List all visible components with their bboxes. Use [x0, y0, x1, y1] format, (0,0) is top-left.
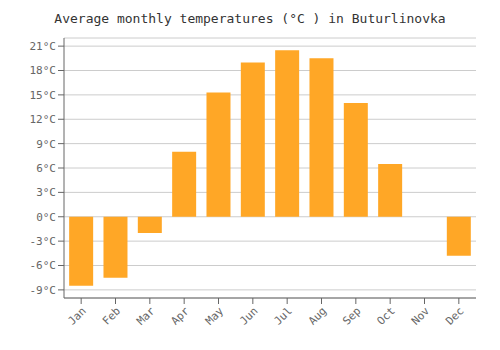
svg-text:0°C: 0°C	[36, 211, 56, 224]
svg-text:Sep: Sep	[340, 304, 363, 327]
svg-text:Nov: Nov	[409, 304, 433, 328]
svg-text:Jun: Jun	[237, 304, 260, 327]
svg-text:18°C: 18°C	[30, 64, 57, 77]
svg-text:Mar: Mar	[134, 304, 158, 328]
svg-text:15°C: 15°C	[30, 89, 57, 102]
html-text:Average monthly temperatures (: Average monthly temperatures (°C ) in Bu…	[54, 11, 446, 26]
svg-text:9°C: 9°C	[36, 138, 56, 151]
svg-text:Aug: Aug	[306, 304, 329, 327]
svg-text:6°C: 6°C	[36, 162, 56, 175]
svg-text:12°C: 12°C	[30, 113, 57, 126]
svg-text:-3°C: -3°C	[30, 235, 57, 248]
svg-text:Oct: Oct	[375, 304, 398, 327]
svg-text:-6°C: -6°C	[30, 259, 57, 272]
svg-text:May: May	[203, 304, 227, 328]
svg-text:Apr: Apr	[169, 304, 193, 328]
svg-text:Jul: Jul	[272, 304, 295, 327]
svg-text:Dec: Dec	[443, 304, 466, 327]
svg-text:Feb: Feb	[100, 304, 123, 327]
svg-text:3°C: 3°C	[36, 186, 56, 199]
svg-text:21°C: 21°C	[30, 40, 57, 53]
svg-text:-9°C: -9°C	[30, 284, 57, 297]
svg-text:Jan: Jan	[66, 304, 89, 327]
